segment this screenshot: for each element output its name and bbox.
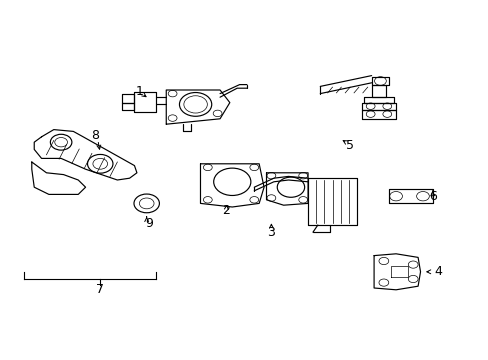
Text: 7: 7	[96, 283, 104, 296]
Text: 2: 2	[222, 204, 230, 217]
Text: 1: 1	[135, 85, 143, 98]
Text: 5: 5	[345, 139, 353, 152]
Text: 8: 8	[91, 129, 99, 141]
Text: 9: 9	[145, 217, 153, 230]
Text: 6: 6	[428, 190, 436, 203]
Text: 4: 4	[433, 265, 441, 278]
Text: 3: 3	[267, 226, 275, 239]
